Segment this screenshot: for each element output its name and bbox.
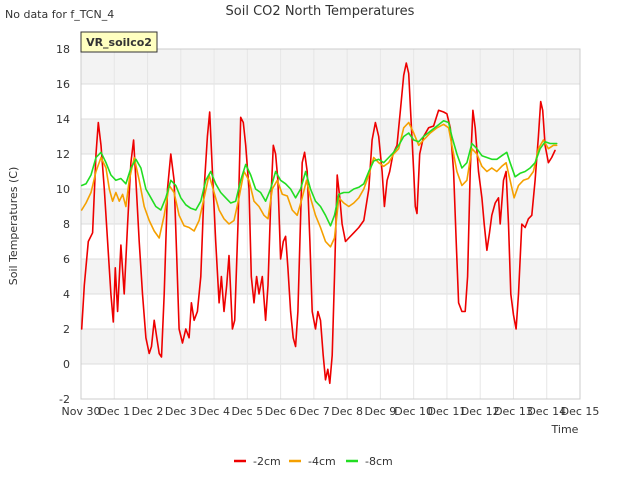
series-line-4cmcm bbox=[80, 121, 558, 248]
x-tick-label: Dec 7 bbox=[298, 405, 330, 418]
y-tick-label: 16 bbox=[56, 78, 70, 91]
plot-band bbox=[81, 259, 580, 294]
plot-band bbox=[81, 224, 580, 259]
plot-band bbox=[81, 119, 580, 154]
corner-note: No data for f_TCN_4 bbox=[5, 8, 114, 21]
legend-label: -4cm bbox=[308, 455, 336, 468]
x-tick-label: Dec 9 bbox=[365, 405, 397, 418]
x-tick-label: Nov 30 bbox=[62, 405, 101, 418]
x-tick-label: Dec 3 bbox=[165, 405, 197, 418]
x-tick-label: Dec 1 bbox=[98, 405, 130, 418]
y-tick-label: 18 bbox=[56, 43, 70, 56]
x-tick-label: Dec 13 bbox=[494, 405, 533, 418]
x-tick-label: Dec 12 bbox=[461, 405, 500, 418]
plot-band bbox=[81, 49, 580, 84]
x-tick-label: Dec 10 bbox=[394, 405, 433, 418]
plot-frame bbox=[80, 48, 581, 400]
plot-background bbox=[81, 49, 580, 399]
plot-band bbox=[81, 329, 580, 364]
x-tick-label: Dec 4 bbox=[198, 405, 230, 418]
y-tick-label: 2 bbox=[63, 323, 70, 336]
series-line-8cmcm bbox=[80, 120, 558, 227]
y-axis-label: Soil Temperatures (C) bbox=[7, 167, 20, 286]
y-tick-label: 14 bbox=[56, 113, 70, 126]
x-tick-label: Dec 2 bbox=[132, 405, 164, 418]
site-label-text: VR_soilco2 bbox=[86, 36, 152, 49]
x-tick-label: Dec 5 bbox=[231, 405, 263, 418]
plot-band bbox=[81, 84, 580, 119]
plot-band bbox=[81, 154, 580, 189]
y-tick-label: 8 bbox=[63, 218, 70, 231]
site-label-badge: VR_soilco2 bbox=[80, 31, 158, 53]
y-tick-label: -2 bbox=[59, 393, 70, 406]
x-axis-label: Time bbox=[551, 423, 579, 436]
legend-label: -2cm bbox=[253, 455, 281, 468]
y-tick-label: 6 bbox=[63, 253, 70, 266]
y-axis-ticks: -2 0 2 4 6 8 10 12 14 16 18 bbox=[56, 43, 70, 406]
x-tick-label: Dec 15 bbox=[561, 405, 600, 418]
legend-label: -8cm bbox=[365, 455, 393, 468]
site-label-box bbox=[80, 31, 158, 53]
series-line-2cmcm bbox=[80, 62, 556, 385]
y-tick-label: 12 bbox=[56, 148, 70, 161]
x-tick-label: Dec 6 bbox=[265, 405, 297, 418]
x-tick-label: Dec 11 bbox=[428, 405, 467, 418]
y-tick-label: 4 bbox=[63, 288, 70, 301]
plot-band bbox=[81, 294, 580, 329]
x-tick-label: Dec 14 bbox=[527, 405, 566, 418]
series-lines bbox=[80, 62, 558, 385]
chart-title: Soil CO2 North Temperatures bbox=[226, 4, 415, 19]
y-tick-label: 10 bbox=[56, 183, 70, 196]
x-tick-label: Dec 8 bbox=[331, 405, 363, 418]
y-tick-label: 0 bbox=[63, 358, 70, 371]
legend: -2cm -4cm -8cm bbox=[234, 455, 393, 468]
